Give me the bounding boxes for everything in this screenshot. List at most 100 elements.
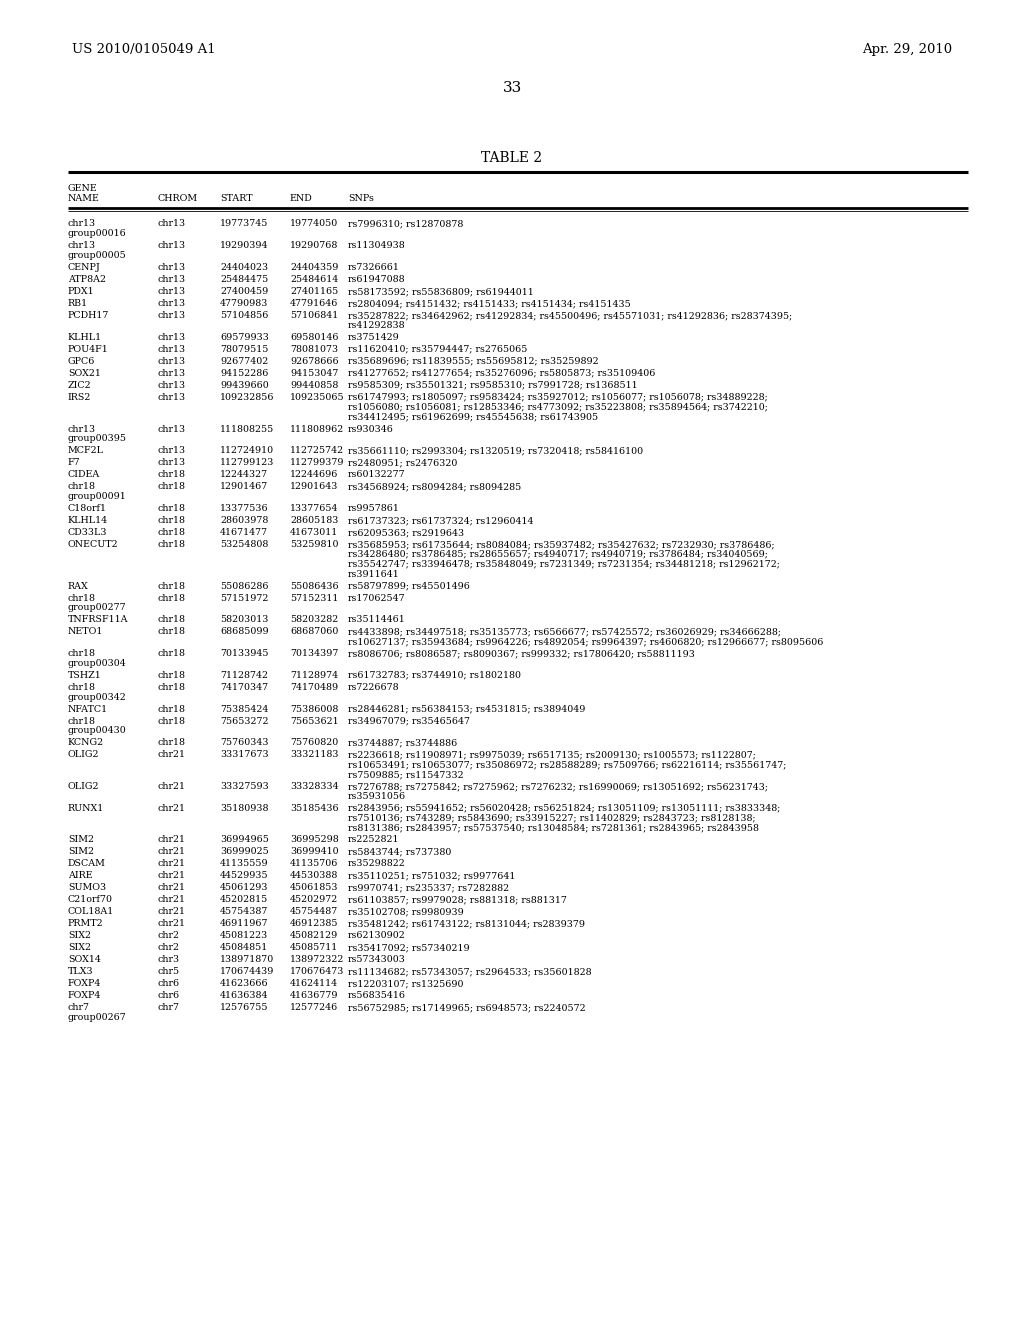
Text: SIX2: SIX2 [68,932,91,940]
Text: rs56835416: rs56835416 [348,991,406,1001]
Text: 33317673: 33317673 [220,751,268,759]
Text: 138971870: 138971870 [220,956,274,965]
Text: 46911967: 46911967 [220,920,268,928]
Text: chr13: chr13 [158,263,186,272]
Text: 27401165: 27401165 [290,286,338,296]
Text: rs34286480; rs3786485; rs28655657; rs4940717; rs4940719; rs3786484; rs34040569;: rs34286480; rs3786485; rs28655657; rs494… [348,550,768,558]
Text: RAX: RAX [68,582,89,590]
Text: 57106841: 57106841 [290,312,338,321]
Text: chr21: chr21 [158,871,186,880]
Text: TSHZ1: TSHZ1 [68,671,101,680]
Text: rs2480951; rs2476320: rs2480951; rs2476320 [348,458,458,467]
Text: 33: 33 [503,81,521,95]
Text: rs8086706; rs8086587; rs8090367; rs999332; rs17806420; rs58811193: rs8086706; rs8086587; rs8090367; rs99933… [348,649,695,659]
Text: 58203282: 58203282 [290,615,338,624]
Text: group00304: group00304 [68,659,127,668]
Text: ZIC2: ZIC2 [68,381,91,389]
Text: 47791646: 47791646 [290,300,338,308]
Text: chr13: chr13 [158,333,186,342]
Text: chr13: chr13 [158,345,186,354]
Text: RB1: RB1 [68,300,88,308]
Text: chr18: chr18 [158,671,186,680]
Text: 13377654: 13377654 [290,504,339,513]
Text: 24404359: 24404359 [290,263,338,272]
Text: 36999025: 36999025 [220,847,268,857]
Text: rs35110251; rs751032; rs9977641: rs35110251; rs751032; rs9977641 [348,871,515,880]
Text: chr13: chr13 [68,242,96,251]
Text: rs35417092; rs57340219: rs35417092; rs57340219 [348,944,470,953]
Text: 45081223: 45081223 [220,932,268,940]
Text: chr6: chr6 [158,979,180,989]
Text: chr18: chr18 [158,615,186,624]
Text: 75760820: 75760820 [290,738,338,747]
Text: chr18: chr18 [68,717,96,726]
Text: rs34967079; rs35465647: rs34967079; rs35465647 [348,717,470,726]
Text: rs61103857; rs9979028; rs881318; rs881317: rs61103857; rs9979028; rs881318; rs88131… [348,895,567,904]
Text: 75386008: 75386008 [290,705,338,714]
Text: rs3744887; rs3744886: rs3744887; rs3744886 [348,738,458,747]
Text: chr2: chr2 [158,944,180,953]
Text: 53254808: 53254808 [220,540,268,549]
Text: chr18: chr18 [158,649,186,659]
Text: 41135706: 41135706 [290,859,338,869]
Text: US 2010/0105049 A1: US 2010/0105049 A1 [72,44,216,57]
Text: chr18: chr18 [158,540,186,549]
Text: PRMT2: PRMT2 [68,920,103,928]
Text: group00277: group00277 [68,603,127,612]
Text: chr18: chr18 [158,627,186,636]
Text: 46912385: 46912385 [290,920,339,928]
Text: rs34412495; rs61962699; rs45545638; rs61743905: rs34412495; rs61962699; rs45545638; rs61… [348,412,598,421]
Text: 112799379: 112799379 [290,458,344,467]
Text: SIX2: SIX2 [68,944,91,953]
Text: chr21: chr21 [158,883,186,892]
Text: 99440858: 99440858 [290,381,338,389]
Text: rs8131386; rs2843957; rs57537540; rs13048584; rs7281361; rs2843965; rs2843958: rs8131386; rs2843957; rs57537540; rs1304… [348,824,759,833]
Text: group00091: group00091 [68,492,127,502]
Text: rs11620410; rs35794447; rs2765065: rs11620410; rs35794447; rs2765065 [348,345,527,354]
Text: 19290394: 19290394 [220,242,268,251]
Text: rs7326661: rs7326661 [348,263,400,272]
Text: rs9585309; rs35501321; rs9585310; rs7991728; rs1368511: rs9585309; rs35501321; rs9585310; rs7991… [348,381,638,389]
Text: TABLE 2: TABLE 2 [481,150,543,165]
Text: AIRE: AIRE [68,871,92,880]
Text: rs41277652; rs41277654; rs35276096; rs5805873; rs35109406: rs41277652; rs41277654; rs35276096; rs58… [348,368,655,378]
Text: 53259810: 53259810 [290,540,339,549]
Text: rs7510136; rs743289; rs5843690; rs33915227; rs11402829; rs2843723; rs8128138;: rs7510136; rs743289; rs5843690; rs339152… [348,813,756,822]
Text: chr21: chr21 [158,847,186,857]
Text: rs5843744; rs737380: rs5843744; rs737380 [348,847,452,857]
Text: ATP8A2: ATP8A2 [68,275,106,284]
Text: chr6: chr6 [158,991,180,1001]
Text: 45754487: 45754487 [290,907,338,916]
Text: OLIG2: OLIG2 [68,781,99,791]
Text: rs28446281; rs56384153; rs4531815; rs3894049: rs28446281; rs56384153; rs4531815; rs389… [348,705,586,714]
Text: group00016: group00016 [68,230,127,239]
Text: NAME: NAME [68,194,100,203]
Text: 112725742: 112725742 [290,446,344,455]
Text: rs7996310; rs12870878: rs7996310; rs12870878 [348,219,464,228]
Text: KLHL14: KLHL14 [68,516,109,525]
Text: 69580146: 69580146 [290,333,339,342]
Text: chr13: chr13 [68,425,96,433]
Text: rs35481242; rs61743122; rs8131044; rs2839379: rs35481242; rs61743122; rs8131044; rs283… [348,920,585,928]
Text: chr21: chr21 [158,781,186,791]
Text: chr18: chr18 [158,470,186,479]
Text: 69579933: 69579933 [220,333,269,342]
Text: 12901467: 12901467 [220,482,268,491]
Text: 112724910: 112724910 [220,446,274,455]
Text: 36995298: 36995298 [290,836,339,845]
Text: CD33L3: CD33L3 [68,528,108,537]
Text: 58203013: 58203013 [220,615,268,624]
Text: chr18: chr18 [158,594,186,602]
Text: 92677402: 92677402 [220,356,268,366]
Text: NETO1: NETO1 [68,627,103,636]
Text: 75385424: 75385424 [220,705,268,714]
Text: 41636384: 41636384 [220,991,268,1001]
Text: 44529935: 44529935 [220,871,268,880]
Text: rs11134682; rs57343057; rs2964533; rs35601828: rs11134682; rs57343057; rs2964533; rs356… [348,968,592,977]
Text: PDX1: PDX1 [68,286,94,296]
Text: chr18: chr18 [158,516,186,525]
Text: 36999410: 36999410 [290,847,339,857]
Text: CENPJ: CENPJ [68,263,101,272]
Text: OLIG2: OLIG2 [68,751,99,759]
Text: 55086436: 55086436 [290,582,339,590]
